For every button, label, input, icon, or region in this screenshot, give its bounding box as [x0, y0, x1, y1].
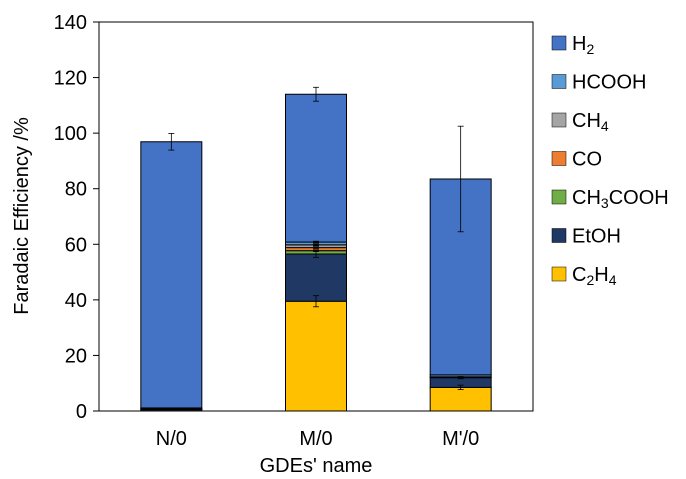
y-tick-label: 100 — [54, 123, 87, 145]
legend-label: H2 — [572, 33, 594, 57]
y-axis-title: Faradaic Efficiency /% — [11, 117, 33, 315]
legend-label-subscript: 4 — [601, 118, 609, 134]
legend-swatch — [551, 151, 567, 166]
legend-label-text: CH — [572, 110, 601, 132]
legend-label-subscript: 4 — [609, 272, 617, 288]
legend-swatch — [551, 112, 567, 128]
x-tick-label: M'/0 — [442, 428, 479, 450]
x-tick-label: M/0 — [299, 428, 332, 450]
y-tick-label: 0 — [76, 401, 87, 423]
legend-label: HCOOH — [572, 72, 646, 94]
y-tick-label: 60 — [65, 234, 87, 256]
legend-label: C2H4 — [572, 264, 617, 288]
legend-label-subscript: 3 — [601, 195, 609, 211]
bar-segment — [285, 300, 347, 412]
legend-swatch — [551, 189, 567, 205]
legend-swatch — [551, 228, 567, 243]
legend-label-text: CO — [572, 149, 602, 171]
bar-segment — [429, 386, 492, 412]
bar-layer — [140, 86, 492, 412]
bar-segment — [285, 93, 347, 243]
legend-label-text: CH — [572, 187, 601, 209]
legend-label-text: C — [572, 264, 586, 286]
y-tick-label: 20 — [65, 345, 87, 367]
legend-label-subscript: 2 — [586, 41, 594, 57]
legend-label-text: H — [572, 33, 586, 55]
legend-swatch — [551, 74, 567, 89]
legend-label: EtOH — [572, 226, 621, 248]
x-axis: N/0 M/0 M'/0 — [156, 428, 479, 450]
y-tick-label: 40 — [65, 290, 87, 312]
legend-label: CO — [572, 149, 602, 171]
bar-segment — [140, 141, 203, 409]
legend-label-text: H — [594, 264, 608, 286]
y-tick-label: 140 — [54, 12, 87, 34]
x-axis-title: GDEs' name — [260, 455, 373, 477]
y-tick-label: 80 — [65, 179, 87, 201]
y-axis: 0 20 40 60 80 100 120 140 — [54, 12, 99, 423]
legend-label: CH4 — [572, 110, 609, 134]
x-tick-label: N/0 — [156, 428, 187, 450]
legend-label-subscript: 2 — [586, 272, 594, 288]
legend-swatch — [551, 35, 567, 51]
legend-label-text: COOH — [609, 187, 669, 209]
legend-swatch — [551, 266, 567, 282]
legend-label-text: EtOH — [572, 226, 621, 248]
y-tick-label: 120 — [54, 68, 87, 90]
legend-label-text: HCOOH — [572, 72, 646, 94]
legend-label: CH3COOH — [572, 187, 669, 211]
bar-segment — [285, 253, 347, 302]
